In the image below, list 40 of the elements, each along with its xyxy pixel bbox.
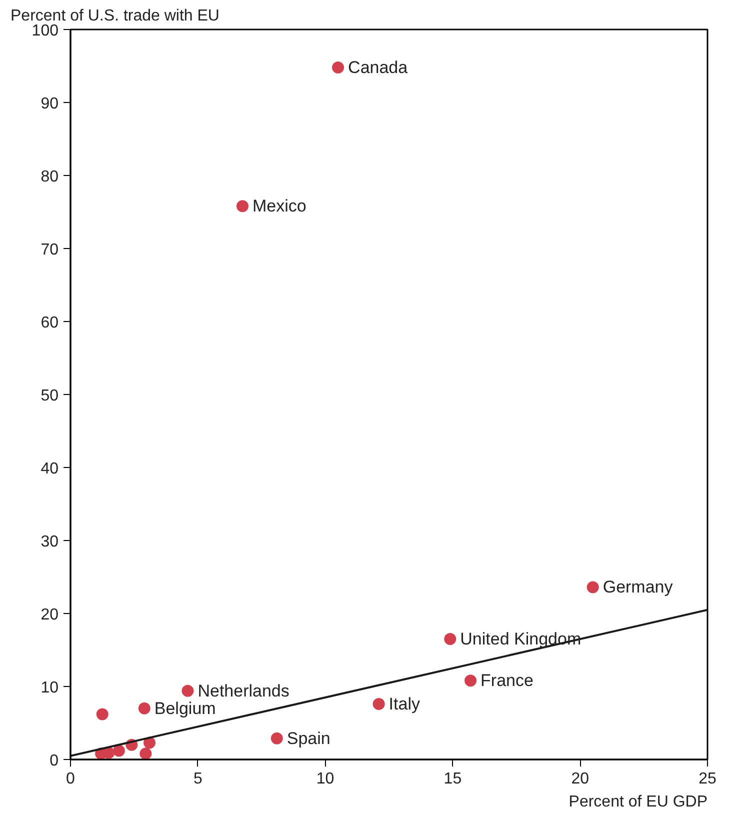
point — [586, 581, 599, 594]
annotation: United Kingdom — [460, 630, 582, 649]
y-tick-label: 0 — [50, 752, 59, 770]
annotation: Germany — [602, 578, 674, 597]
point — [464, 674, 477, 687]
x-tick-label: 20 — [571, 770, 590, 788]
point — [182, 684, 194, 697]
annotation: France — [480, 671, 534, 690]
annotation: Canada — [348, 58, 408, 77]
point — [332, 61, 344, 74]
x-tick-label: 15 — [444, 770, 462, 788]
y-tick-label: 70 — [40, 242, 59, 258]
y-tick-label: 100 — [32, 22, 59, 40]
annotation: Spain — [286, 728, 330, 748]
annotation: Mexico — [252, 196, 306, 216]
point — [112, 744, 125, 757]
x-tick-label: 0 — [66, 770, 76, 788]
point — [236, 200, 248, 212]
annotation: Italy — [388, 694, 420, 714]
point — [140, 748, 152, 760]
y-tick-label: 60 — [40, 314, 59, 332]
point — [372, 698, 385, 710]
y-tick-label: 80 — [40, 168, 59, 186]
point — [444, 633, 456, 646]
x-tick-label: 10 — [316, 770, 334, 788]
point — [138, 702, 150, 714]
x-tick-label: 5 — [193, 770, 202, 788]
x-tick-label: 25 — [698, 770, 716, 788]
y-tick-label: 90 — [40, 96, 59, 112]
y-axis-title: Percent of U.S. trade with EU — [10, 8, 220, 24]
y-tick-label: 50 — [40, 388, 59, 404]
y-tick-label: 40 — [40, 460, 59, 478]
y-tick-label: 30 — [40, 534, 59, 550]
annotation: Netherlands — [198, 681, 290, 700]
x-axis-title: Percent of EU GDP — [568, 794, 708, 810]
y-tick-label: 10 — [40, 680, 59, 696]
point — [270, 732, 283, 744]
point — [96, 708, 108, 720]
annotation: Belgium — [154, 698, 216, 718]
y-tick-label: 20 — [40, 606, 59, 624]
